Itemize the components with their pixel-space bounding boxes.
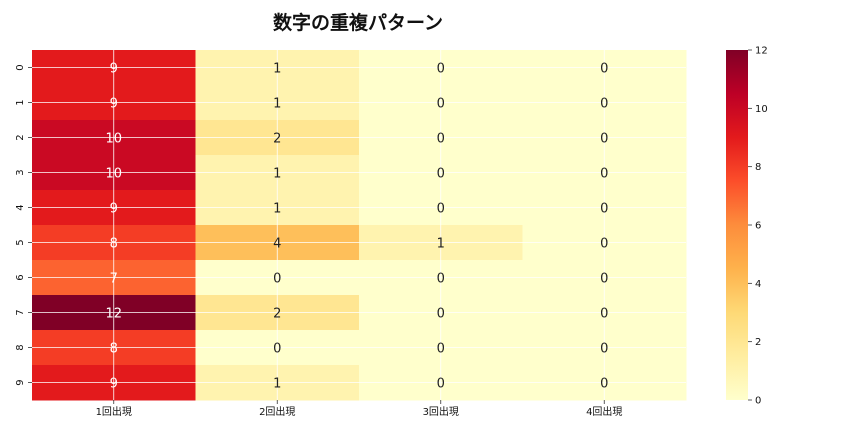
cell-value-label: 8 [110,342,118,357]
cell-value-label: 8 [110,237,118,252]
y-tick-label: 1 [15,99,26,105]
cell-value-label: 1 [273,62,281,77]
colorbar-gradient [726,50,748,400]
colorbar-tick-label: 10 [755,104,768,115]
gridlines [32,50,686,400]
cell-value-label: 0 [600,167,608,182]
cell-annotations: 9 1 0 09 1 0 010 2 0 010 1 0 09 1 0 08 4 1 07 0 0 012 2 0 08 0 0 09… [105,62,608,392]
cell-value-label: 0 [437,342,445,357]
colorbar-tick-label: 4 [755,279,761,290]
cell-value-label: 0 [437,132,445,147]
x-tick-label: 3回出現 [423,405,459,418]
cell-value-label: 0 [437,167,445,182]
cell-value-label: 1 [437,237,445,252]
colorbar-tick-label: 2 [755,337,761,348]
cell-value-label: 12 [105,307,122,322]
cell-value-label: 0 [600,132,608,147]
cell-value-label: 10 [105,167,122,182]
cell-value-label: 2 [273,307,281,322]
cell-value-label: 10 [105,132,122,147]
cell-value-label: 0 [600,377,608,392]
chart-title: 数字の重複パターン [273,11,443,34]
colorbar-tick-label: 0 [755,396,761,407]
cell-value-label: 0 [600,272,608,287]
cell-value-label: 0 [273,342,281,357]
y-tick-label: 6 [15,274,26,280]
y-tick-label: 4 [15,204,26,210]
x-tick-label: 2回出現 [259,405,295,418]
y-tick-label: 7 [15,309,26,315]
y-tick-label: 3 [15,169,26,175]
cell-value-label: 2 [273,132,281,147]
cell-value-label: 1 [273,167,281,182]
x-axis-ticks: 1回出現 2回出現 3回出現 4回出現 [96,400,622,418]
cell-value-label: 0 [600,307,608,322]
cell-value-label: 0 [600,97,608,112]
x-tick-label: 4回出現 [586,405,622,418]
cell-value-label: 9 [110,62,118,77]
cell-value-label: 9 [110,377,118,392]
cell-value-label: 0 [437,62,445,77]
colorbar: 0 2 4 6 8 10 12 [726,46,768,407]
cell-value-label: 1 [273,377,281,392]
y-tick-label: 5 [15,239,26,245]
cell-value-label: 0 [437,97,445,112]
y-tick-label: 2 [15,134,26,140]
cell-value-label: 0 [273,272,281,287]
cell-value-label: 0 [437,307,445,322]
cell-value-label: 0 [600,237,608,252]
colorbar-tick-label: 6 [755,221,761,232]
x-tick-label: 1回出現 [96,405,132,418]
colorbar-tick-label: 12 [755,46,768,57]
cell-value-label: 0 [600,62,608,77]
y-axis-ticks: 0 1 2 3 4 5 6 7 8 9 [15,64,32,386]
cell-value-label: 7 [110,272,118,287]
y-tick-label: 9 [15,379,26,385]
cell-value-label: 0 [437,272,445,287]
cell-value-label: 0 [437,202,445,217]
cell-value-label: 1 [273,202,281,217]
cell-value-label: 1 [273,97,281,112]
cell-value-label: 9 [110,202,118,217]
colorbar-tick-label: 8 [755,162,761,173]
cell-value-label: 0 [600,202,608,217]
cell-value-label: 4 [273,237,281,252]
y-tick-label: 0 [15,64,26,70]
y-tick-label: 8 [15,344,26,350]
cell-value-label: 0 [600,342,608,357]
cell-value-label: 0 [437,377,445,392]
cell-value-label: 9 [110,97,118,112]
